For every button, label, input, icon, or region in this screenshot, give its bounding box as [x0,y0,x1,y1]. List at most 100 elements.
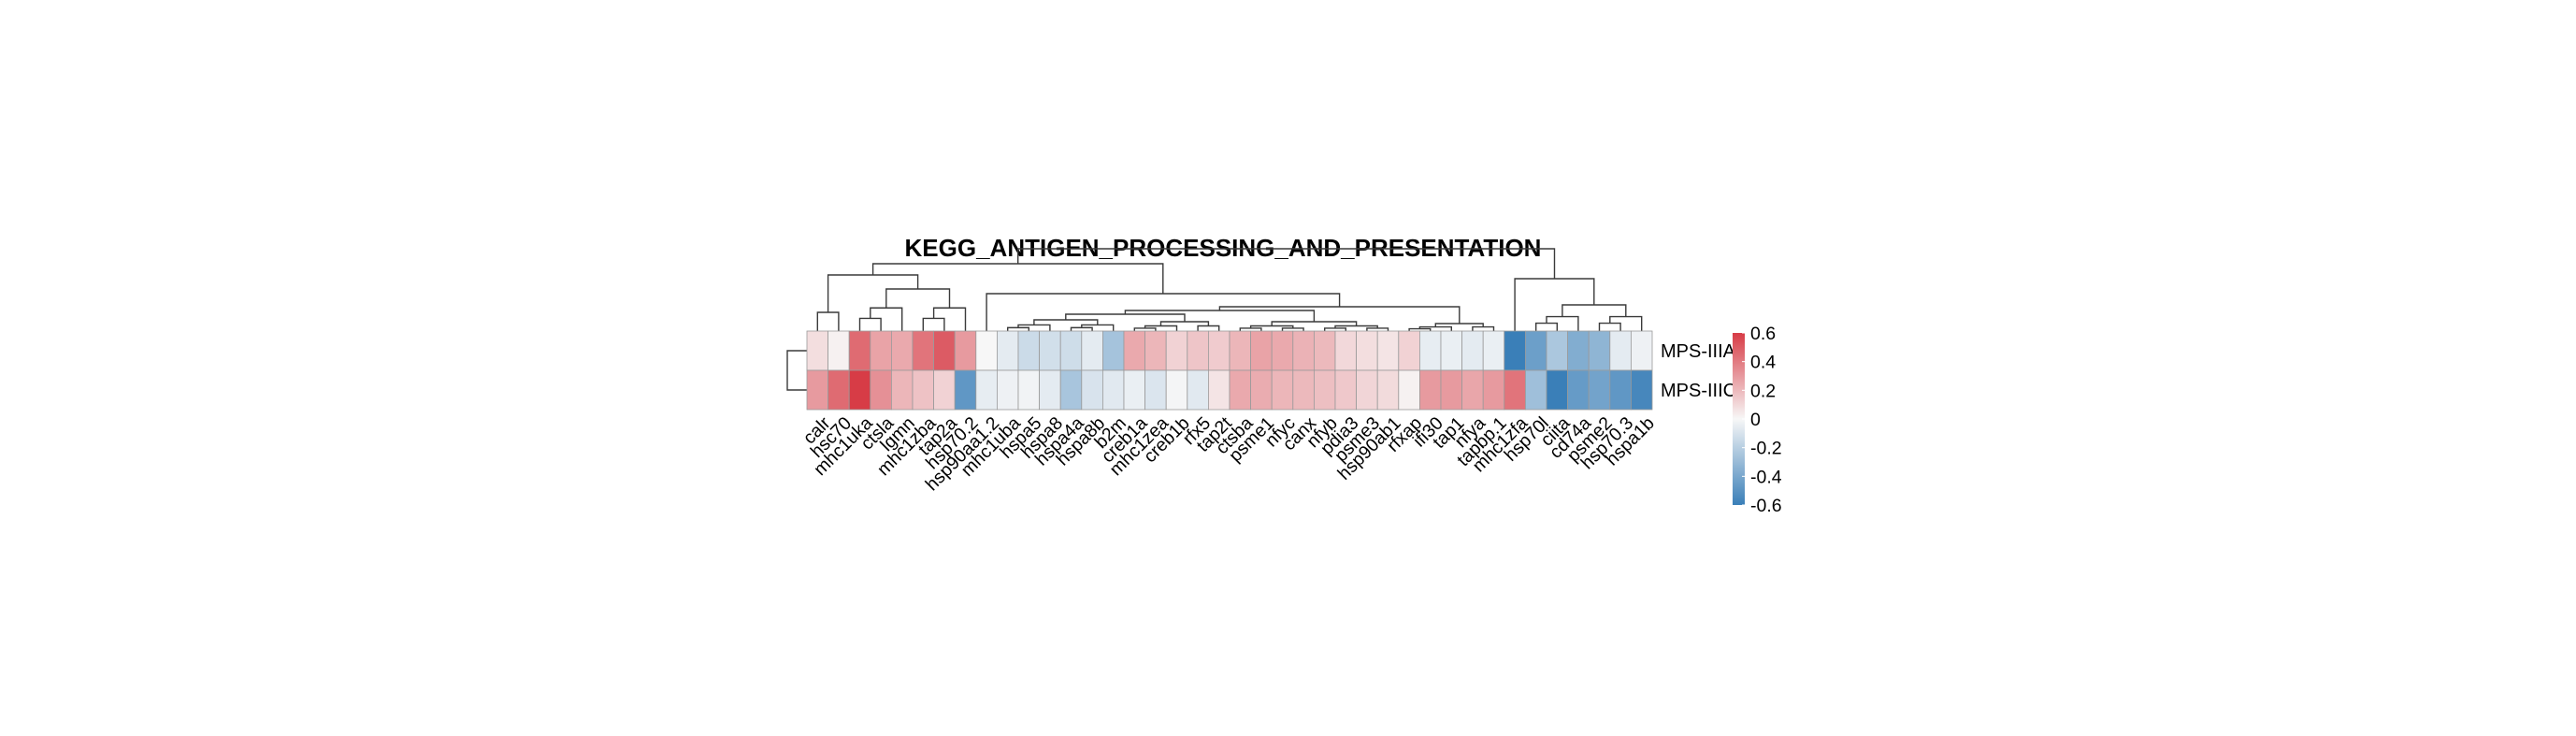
heatmap-cell [1419,369,1442,411]
heatmap-cell [1017,330,1041,371]
column-dendrogram-link [827,274,919,312]
row-dendrogram [786,350,807,391]
column-dendrogram-link [1535,322,1558,331]
heatmap-cell [1525,330,1547,371]
column-dendrogram-link [1124,310,1316,322]
column-dendrogram-link [932,307,967,331]
heatmap-cell [1314,330,1336,371]
heatmap-cell [1334,369,1358,411]
heatmap-cell [1631,369,1653,411]
column-dendrogram-link [1609,315,1643,331]
column-dendrogram-link [1239,327,1262,331]
column-dendrogram [816,248,1643,331]
heatmap-cell [1631,330,1653,371]
heatmap-cell [1208,330,1230,371]
heatmap-cell [1461,330,1484,371]
column-dendrogram-link [1598,322,1621,331]
heatmap-cell [1419,330,1442,371]
heatmap-cell [912,369,935,411]
heatmap-cell [1187,369,1209,411]
column-dendrogram-link [1017,248,1556,279]
colorbar-tick-label: -0.6 [1750,496,1782,516]
heatmap-cell [1271,330,1294,371]
heatmap-cell [1504,369,1526,411]
column-dendrogram-link [1546,315,1579,331]
colorbar-tick-label: 0.2 [1750,381,1776,401]
heatmap-cell [1123,330,1146,371]
heatmap-cell [1440,369,1463,411]
colorbar-tick-label: 0 [1750,410,1761,430]
heatmap-cell [1102,330,1125,371]
heatmap-cell [806,369,829,411]
heatmap-cell [1081,369,1103,411]
row-labels: MPS-IIIA MPS-IIIC [1661,341,1736,401]
column-dendrogram-link [858,317,882,331]
heatmap-cell [1546,330,1569,371]
column-dendrogram-link [1133,327,1157,331]
row-label: MPS-IIIC [1661,381,1736,401]
column-dendrogram-link [1065,313,1186,322]
heatmap-cell [1334,330,1358,371]
heatmap-cell [1292,369,1315,411]
heatmap-cell [975,330,998,371]
heatmap-cell [870,369,892,411]
color-legend: 0.6 0.4 0.2 0 -0.2 -0.4 -0.6 [1733,324,1782,516]
heatmap-cell [1039,369,1061,411]
colorbar-tick-label: 0.4 [1750,353,1776,373]
chart-title: KEGG_ANTIGEN_PROCESSING_AND_PRESENTATION [905,234,1542,262]
heatmap-cell [1609,330,1632,371]
heatmap-cells [806,330,1653,411]
heatmap-cell [848,369,871,411]
heatmap-cell [870,330,892,371]
heatmap-cell [1461,369,1484,411]
heatmap-cell [1059,369,1083,411]
colorbar-tick-label: -0.4 [1750,467,1782,487]
heatmap-cell [1440,330,1463,371]
heatmap-cell [1567,369,1590,411]
column-dendrogram-link [870,307,903,331]
column-dendrogram-link [1281,327,1304,331]
heatmap-cell [1208,369,1230,411]
heatmap-cell [975,369,998,411]
heatmap-cell [1102,369,1125,411]
heatmap-cell [933,369,956,411]
heatmap-cell [827,369,850,411]
column-dendrogram-link [1197,325,1220,331]
heatmap-cell [1567,330,1590,371]
colorbar-tick-label: -0.2 [1750,439,1782,459]
heatmap-cell [1588,369,1611,411]
column-dendrogram-link [1366,327,1389,331]
heatmap-cell [1144,330,1167,371]
column-dendrogram-link [885,288,951,309]
heatmap-cell [1039,330,1061,371]
heatmap-cell [827,330,850,371]
colorbar-tick-label: 0.6 [1750,324,1776,344]
column-dendrogram-link [1033,319,1099,325]
heatmap-cell [954,369,977,411]
heatmap-cell [997,369,1019,411]
heatmap-cell [1525,369,1547,411]
heatmap-cell [1250,369,1273,411]
row-label: MPS-IIIA [1661,341,1736,362]
heatmap-cell [1376,330,1400,371]
heatmap-cell [1356,330,1378,371]
heatmap-cell [1271,369,1294,411]
heatmap-cell [1398,330,1420,371]
heatmap-cell [1187,330,1209,371]
column-dendrogram-link [816,311,840,331]
heatmap-cell [912,330,935,371]
heatmap-cell [806,330,829,371]
column-dendrogram-link [1070,326,1093,331]
heatmap-cell [1292,330,1315,371]
column-dendrogram-link [1561,304,1627,317]
colorbar-gradient [1733,333,1745,505]
column-dendrogram-link [922,317,945,331]
heatmap-cell [1398,369,1420,411]
heatmap-cell [1165,369,1188,411]
row-dendrogram-link [786,350,807,391]
heatmap-cell [1546,369,1569,411]
heatmap-cell [1250,330,1273,371]
heatmap-cell [1504,330,1526,371]
heatmap-cell [1144,369,1167,411]
